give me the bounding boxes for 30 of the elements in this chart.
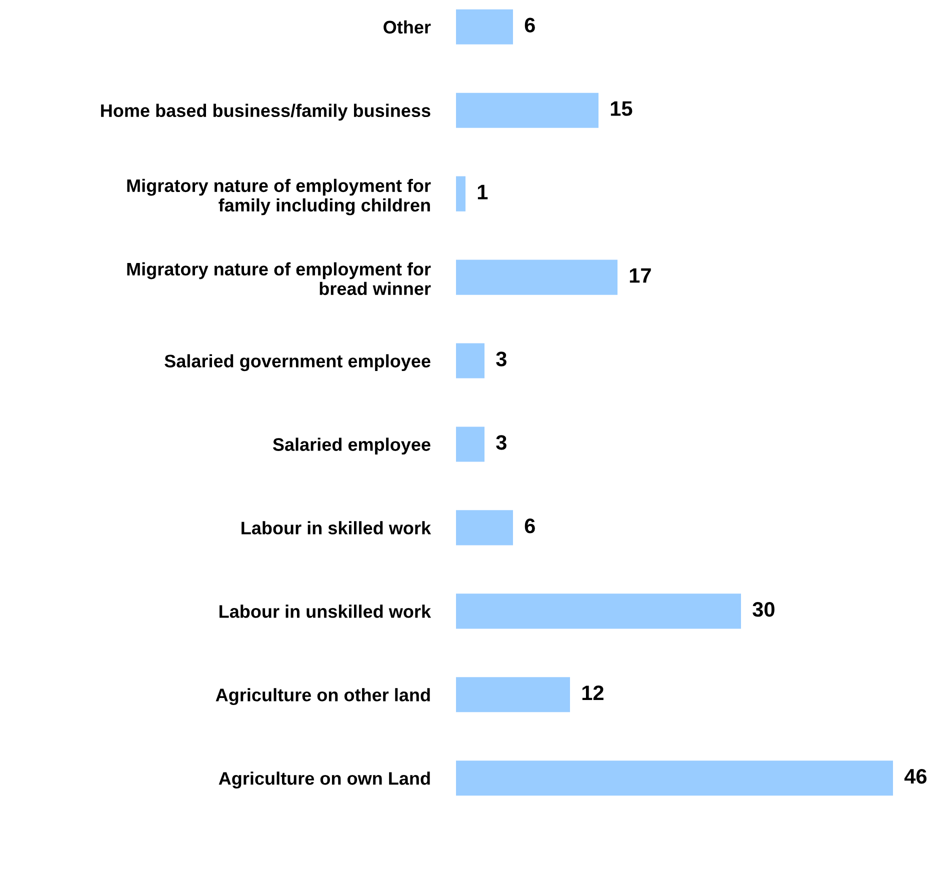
data-label: 17 xyxy=(630,268,651,283)
bar xyxy=(456,260,618,295)
bar xyxy=(456,760,893,796)
bar xyxy=(456,343,484,378)
y-tick-label: Salaried employee xyxy=(272,438,430,455)
bar xyxy=(456,510,513,546)
bar xyxy=(456,9,513,44)
y-tick-label: Labour in unskilled work xyxy=(220,604,432,618)
y-tick-label: Labour in skilled work xyxy=(242,521,432,534)
data-label: 15 xyxy=(610,101,632,116)
bar xyxy=(456,92,598,128)
bar xyxy=(456,176,466,212)
data-label: 12 xyxy=(582,686,604,700)
y-tick-label: Home based business/family business xyxy=(101,104,430,121)
y-tick-label: Agriculture on other land xyxy=(216,688,430,706)
data-label: 6 xyxy=(524,518,535,534)
bar xyxy=(456,677,570,712)
y-tick-label: Agriculture on own Land xyxy=(218,772,430,788)
data-label: 6 xyxy=(524,18,535,32)
data-label: 3 xyxy=(496,435,506,450)
y-tick-label: Migratory nature of employment for bread winner xyxy=(127,262,431,296)
bar xyxy=(456,594,741,629)
y-tick-label: Migratory nature of employment for family including children xyxy=(127,178,431,216)
data-label: 3 xyxy=(496,352,506,366)
data-label: 46 xyxy=(904,768,927,784)
bar xyxy=(456,426,484,462)
data-label: 30 xyxy=(752,602,774,617)
data-label: 1 xyxy=(478,184,488,200)
y-tick-label: Salaried government employee xyxy=(164,354,430,372)
y-tick-label: Other xyxy=(384,20,431,34)
